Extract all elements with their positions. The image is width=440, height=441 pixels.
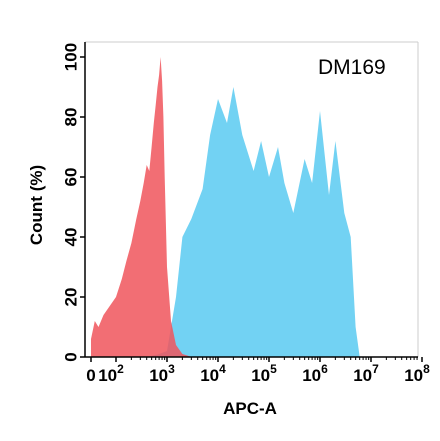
x-tick-label: 107 xyxy=(353,362,379,385)
y-tick-label: 40 xyxy=(62,228,81,247)
x-tick-label: 106 xyxy=(302,362,328,385)
x-tick-label: 0 xyxy=(86,366,95,385)
x-tick-label: 102 xyxy=(98,362,124,385)
x-tick-label: 108 xyxy=(404,362,430,385)
plot-area xyxy=(91,57,360,357)
x-tick-label: 105 xyxy=(251,362,277,385)
y-tick-label: 60 xyxy=(62,168,81,187)
y-axis-title: Count (%) xyxy=(27,165,46,245)
y-tick-label: 20 xyxy=(62,288,81,307)
y-tick-label: 0 xyxy=(62,352,81,361)
y-tick-label: 80 xyxy=(62,108,81,127)
histogram-series-1 xyxy=(146,87,360,357)
sample-label: DM169 xyxy=(318,56,386,79)
histogram-series-0 xyxy=(91,57,192,357)
y-tick-label: 100 xyxy=(62,43,81,71)
x-tick-label: 103 xyxy=(149,362,175,385)
x-axis-title: APC-A xyxy=(223,399,277,418)
x-tick-label: 104 xyxy=(200,362,226,385)
